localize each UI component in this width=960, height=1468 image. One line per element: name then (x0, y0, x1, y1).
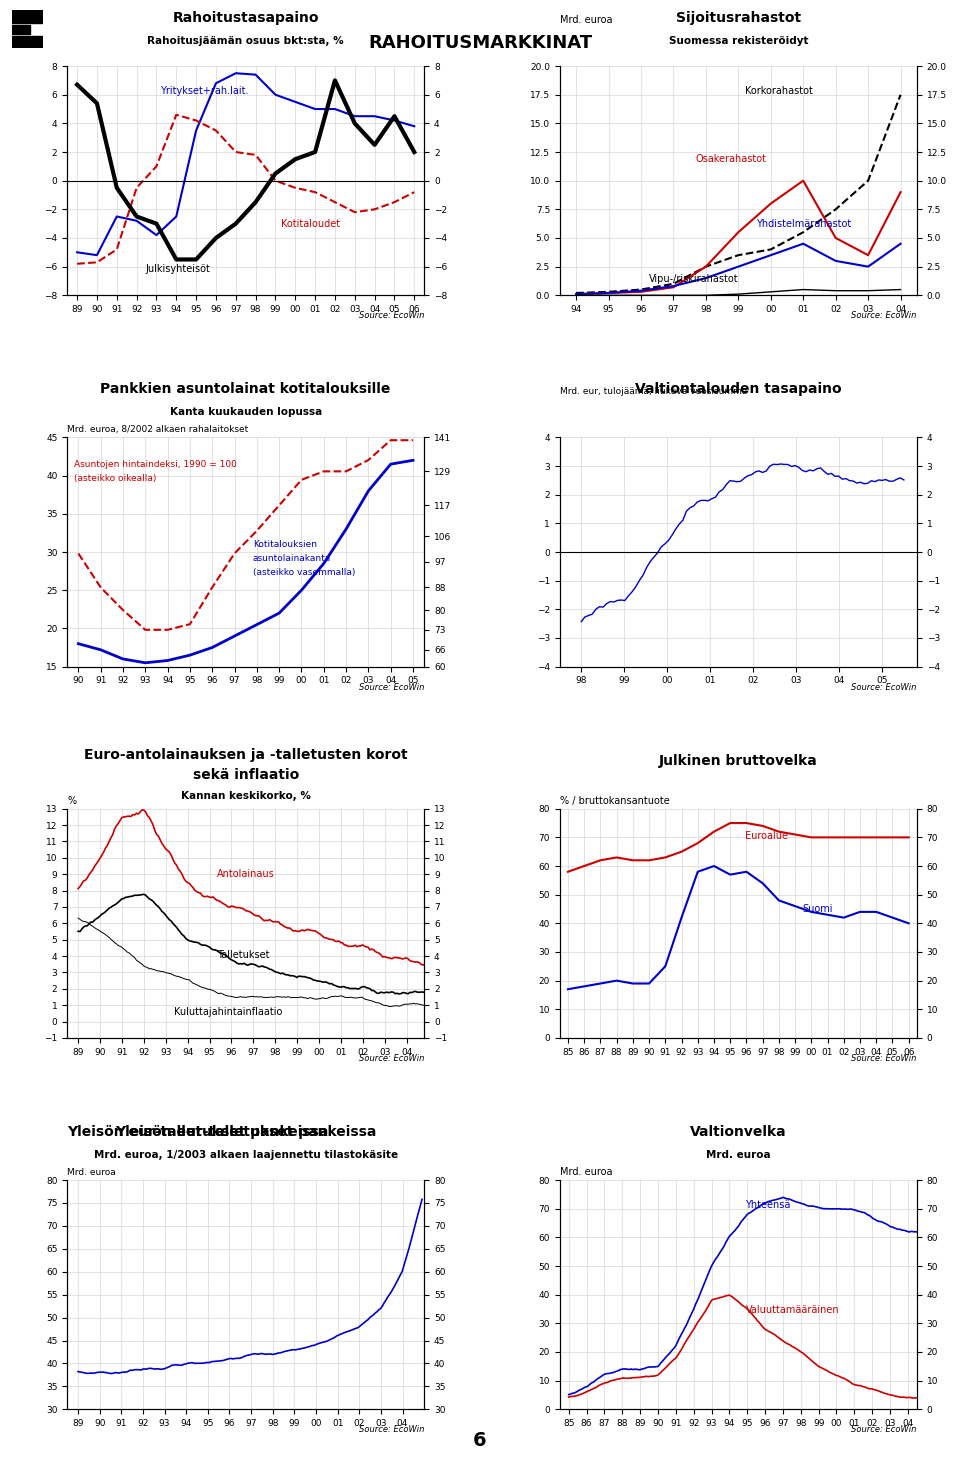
Text: Kotitaloudet: Kotitaloudet (281, 219, 341, 229)
Text: Valuuttamääräinen: Valuuttamääräinen (746, 1305, 839, 1315)
Text: Yleisön eur-talletukset pankeissa: Yleisön eur-talletukset pankeissa (67, 1124, 328, 1139)
Text: Suomi: Suomi (803, 904, 833, 915)
Text: Pankkien asuntolainat kotitalouksille: Pankkien asuntolainat kotitalouksille (101, 382, 391, 396)
Text: Kuluttajahintainflaatio: Kuluttajahintainflaatio (175, 1007, 282, 1017)
Text: Yhteensä: Yhteensä (746, 1199, 791, 1210)
Text: Source: EcoWin: Source: EcoWin (852, 1425, 917, 1434)
Text: Yritykset+rah.lait.: Yritykset+rah.lait. (160, 85, 249, 95)
Text: 6: 6 (473, 1431, 487, 1450)
Text: Asuntojen hintaindeksi, 1990 = 100: Asuntojen hintaindeksi, 1990 = 100 (74, 459, 237, 470)
Text: Kanta kuukauden lopussa: Kanta kuukauden lopussa (170, 407, 322, 417)
Text: Julkinen bruttovelka: Julkinen bruttovelka (659, 753, 818, 768)
Text: Valtionvelka: Valtionvelka (690, 1124, 786, 1139)
Text: Valtiontalouden tasapaino: Valtiontalouden tasapaino (635, 382, 842, 396)
Text: Vipu-/riskirahastot: Vipu-/riskirahastot (649, 273, 738, 283)
Text: Mrd. euroa, 8/2002 alkaen rahalaitokset: Mrd. euroa, 8/2002 alkaen rahalaitokset (67, 426, 249, 435)
Text: Mrd. eur, tulojäämä, liukuva vuosisumma: Mrd. eur, tulojäämä, liukuva vuosisumma (560, 388, 747, 396)
Text: % / bruttokansantuote: % / bruttokansantuote (560, 796, 669, 806)
Text: Antolainaus: Antolainaus (217, 869, 275, 879)
Text: Mrd. euroa: Mrd. euroa (560, 1167, 612, 1177)
Text: Mrd. euroa: Mrd. euroa (706, 1149, 771, 1160)
Text: Yhdistelmärahastot: Yhdistelmärahastot (756, 219, 852, 229)
Text: Source: EcoWin: Source: EcoWin (359, 683, 424, 691)
Text: (asteikko oikealla): (asteikko oikealla) (74, 474, 156, 483)
Text: Euro-antolainauksen ja -talletusten korot: Euro-antolainauksen ja -talletusten koro… (84, 747, 407, 762)
Text: Korkorahastot: Korkorahastot (746, 85, 813, 95)
Text: Yleisön eur-talletukset pankeissa: Yleisön eur-talletukset pankeissa (115, 1124, 376, 1139)
Text: Suomessa rekisteröidyt: Suomessa rekisteröidyt (668, 35, 808, 46)
Text: Rahoitustasapaino: Rahoitustasapaino (173, 10, 319, 25)
Text: Mrd. euroa: Mrd. euroa (560, 15, 612, 25)
Text: asuntolainakanta: asuntolainakanta (252, 555, 331, 564)
Text: %: % (67, 796, 77, 806)
Text: Kotitalouksien: Kotitalouksien (252, 540, 317, 549)
Text: Osakerahastot: Osakerahastot (695, 154, 766, 164)
Text: Source: EcoWin: Source: EcoWin (359, 1054, 424, 1063)
Text: Rahoitusjäämän osuus bkt:sta, %: Rahoitusjäämän osuus bkt:sta, % (148, 35, 344, 46)
Text: Euroalue: Euroalue (746, 831, 788, 841)
Text: Talletukset: Talletukset (217, 950, 270, 960)
Text: Source: EcoWin: Source: EcoWin (852, 683, 917, 691)
Text: Mrd. euroa, 1/2003 alkaen laajennettu tilastokäsite: Mrd. euroa, 1/2003 alkaen laajennettu ti… (94, 1149, 397, 1160)
Text: Source: EcoWin: Source: EcoWin (359, 311, 424, 320)
Text: Julkisyhteisöt: Julkisyhteisöt (146, 264, 210, 275)
Text: Source: EcoWin: Source: EcoWin (359, 1425, 424, 1434)
Text: sekä inflaatio: sekä inflaatio (193, 768, 299, 782)
Text: Sijoitusrahastot: Sijoitusrahastot (676, 10, 801, 25)
Text: Mrd. euroa: Mrd. euroa (67, 1169, 116, 1177)
Text: Source: EcoWin: Source: EcoWin (852, 1054, 917, 1063)
Text: Kannan keskikorko, %: Kannan keskikorko, % (180, 791, 311, 802)
Text: RAHOITUSMARKKINAT: RAHOITUSMARKKINAT (368, 34, 592, 51)
Text: (asteikko vasemmalla): (asteikko vasemmalla) (252, 568, 355, 577)
Text: Source: EcoWin: Source: EcoWin (852, 311, 917, 320)
